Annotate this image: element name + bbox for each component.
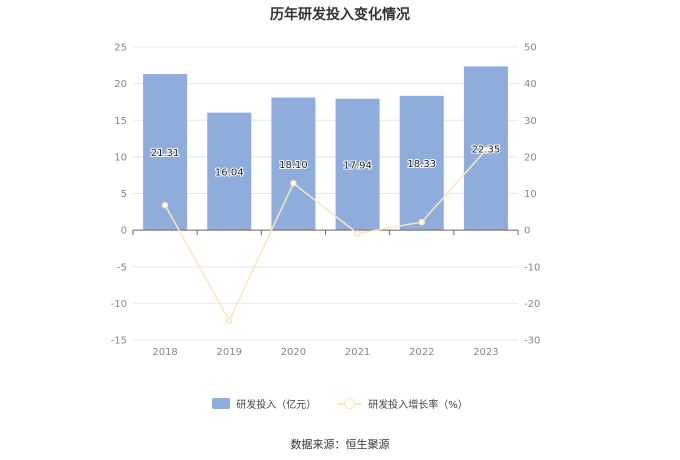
bar-value-label: 16.04 — [215, 167, 244, 178]
chart-title: 历年研发投入变化情况 — [270, 7, 410, 23]
legend-item-bar[interactable]: 研发投入（亿元） — [212, 396, 316, 411]
x-tick-label: 2022 — [409, 347, 434, 358]
bar-value-label: 18.10 — [279, 160, 308, 171]
growth-rate-point[interactable] — [226, 317, 233, 324]
y-left-tick-label: -15 — [111, 336, 127, 347]
x-tick-label: 2018 — [152, 347, 177, 358]
data-source-note: 数据来源：恒生聚源 — [290, 438, 390, 451]
x-tick-label: 2019 — [217, 347, 242, 358]
bar-value-label: 21.31 — [151, 148, 180, 159]
bar[interactable] — [335, 98, 380, 231]
growth-rate-point[interactable] — [418, 218, 425, 226]
legend-bar-label: 研发投入（亿元） — [236, 400, 317, 411]
growth-rate-line — [164, 149, 487, 323]
legend: 研发投入（亿元） 研发投入增长率（%） — [0, 396, 680, 411]
y-right-tick-label: -10 — [524, 262, 540, 273]
y-left-tick-label: 20 — [114, 79, 127, 90]
y-right-tick-label: 30 — [524, 116, 537, 127]
y-left-tick-label: 10 — [114, 152, 127, 163]
bar-value-label: 17.94 — [343, 160, 372, 171]
growth-rate-point[interactable] — [290, 179, 297, 187]
x-tick-label: 2021 — [345, 347, 370, 358]
bar-value-label: 22.35 — [472, 144, 501, 155]
x-tick-label: 2023 — [473, 347, 498, 358]
x-tick-label: 2020 — [281, 347, 306, 358]
y-right-tick-label: 0 — [524, 226, 530, 237]
y-left-tick-label: 25 — [114, 43, 127, 54]
legend-line-swatch — [338, 397, 363, 410]
bar-value-label: 18.33 — [407, 159, 436, 170]
y-right-tick-label: 50 — [524, 43, 537, 54]
y-right-tick-label: 10 — [524, 189, 537, 200]
growth-rate-point[interactable] — [161, 201, 169, 209]
y-left-tick-label: 0 — [121, 226, 127, 237]
legend-item-line[interactable]: 研发投入增长率（%） — [338, 396, 468, 411]
y-right-tick-label: 20 — [524, 152, 537, 163]
growth-rate-point[interactable] — [354, 230, 361, 237]
bar[interactable] — [207, 112, 252, 231]
growth-rate-point[interactable] — [482, 146, 490, 154]
y-left-tick-label: -10 — [111, 299, 127, 310]
y-left-tick-label: -5 — [117, 262, 127, 273]
y-right-tick-label: -20 — [524, 299, 540, 310]
chart-plot: 2520151050-5-10-1550403020100-10-20-3020… — [111, 43, 541, 359]
y-right-tick-label: -30 — [524, 336, 540, 347]
legend-bar-swatch — [212, 398, 231, 409]
y-right-tick-label: 40 — [524, 79, 537, 90]
bar[interactable] — [271, 97, 316, 231]
y-left-tick-label: 5 — [121, 189, 127, 200]
legend-line-label: 研发投入增长率（%） — [368, 400, 468, 411]
bar[interactable] — [399, 95, 444, 231]
y-left-tick-label: 15 — [114, 116, 127, 127]
